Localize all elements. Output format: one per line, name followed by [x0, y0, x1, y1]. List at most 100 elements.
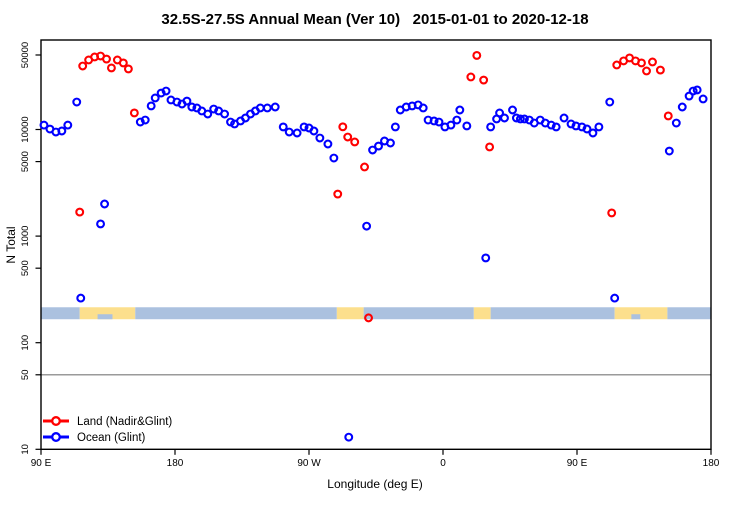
data-point-ocean [594, 122, 604, 132]
data-point-ocean [519, 114, 529, 124]
data-point-ocean [309, 126, 319, 136]
legend-marker [51, 432, 61, 442]
x-tick-label: 90 E [31, 458, 52, 469]
data-point-ocean [546, 120, 556, 130]
band-segment-ocean [135, 307, 337, 320]
data-point-ocean [605, 97, 615, 107]
data-point-land [466, 72, 476, 82]
data-point-land [118, 58, 128, 68]
x-tick-label: 90 W [297, 458, 321, 469]
y-tick-label: 500 [20, 260, 31, 276]
data-point-ocean [203, 109, 213, 119]
y-tick-label: 10 [20, 444, 31, 455]
data-point-land [479, 75, 489, 85]
data-point-ocean [610, 293, 620, 303]
data-point-ocean [284, 127, 294, 137]
data-point-land [360, 162, 369, 172]
data-point-ocean [385, 138, 395, 148]
data-point-ocean [588, 128, 598, 138]
data-point-ocean [368, 145, 378, 155]
data-point-ocean [292, 128, 302, 138]
x-tick-label: 180 [167, 458, 184, 469]
data-point-ocean [429, 116, 439, 126]
legend-item-label: Land (Nadir&Glint) [77, 416, 172, 428]
data-point-ocean [323, 139, 333, 149]
data-point-land [75, 207, 85, 217]
data-point-ocean [390, 122, 400, 132]
data-point-ocean [671, 118, 681, 128]
data-point-ocean [100, 199, 110, 209]
data-point-land [338, 122, 348, 132]
data-point-ocean [418, 103, 428, 113]
data-point-ocean [511, 113, 521, 123]
band-segment-land [614, 307, 668, 320]
data-point-ocean [262, 103, 272, 113]
data-point-ocean [664, 146, 674, 156]
data-point-ocean [255, 103, 265, 113]
data-point-ocean [187, 102, 197, 112]
y-tick-label: 100 [20, 335, 31, 351]
y-tick-label: 10000 [20, 116, 31, 142]
data-point-land [129, 108, 139, 118]
data-point-ocean [374, 141, 383, 151]
x-tick-label: 180 [703, 458, 720, 469]
data-point-land [106, 63, 116, 73]
band-notch-ocean [97, 314, 113, 320]
data-point-land [612, 60, 622, 70]
data-point-ocean [462, 121, 472, 131]
data-point-ocean [344, 432, 354, 442]
data-point-land [102, 54, 111, 64]
data-point-ocean [39, 120, 49, 130]
band-segment-ocean [363, 307, 474, 320]
data-point-land [333, 189, 343, 199]
x-axis-label: Longitude (deg E) [327, 477, 423, 491]
data-point-ocean [150, 93, 160, 103]
data-point-ocean [329, 153, 339, 163]
y-axis-label: N Total [4, 226, 18, 264]
y-tick-label: 50 [20, 370, 31, 381]
data-point-ocean [76, 293, 86, 303]
y-tick-label: 5000 [20, 151, 31, 172]
data-point-ocean [146, 101, 156, 111]
data-point-land [663, 111, 673, 121]
x-tick-label: 0 [440, 458, 446, 469]
data-point-ocean [63, 120, 73, 130]
data-point-ocean [96, 219, 106, 229]
data-point-ocean [140, 115, 150, 125]
band-segment-land [336, 307, 364, 320]
data-point-land [642, 66, 651, 76]
data-point-ocean [559, 113, 569, 123]
data-point-ocean [495, 108, 505, 118]
data-point-ocean [182, 96, 192, 106]
data-point-ocean [515, 114, 525, 124]
data-point-ocean [434, 117, 444, 127]
data-point-land [350, 137, 360, 147]
data-point-ocean [57, 126, 67, 136]
data-point-land [364, 313, 374, 323]
data-point-ocean [481, 253, 491, 263]
band-segment-ocean [667, 307, 711, 320]
y-tick-label: 50000 [20, 42, 31, 68]
data-point-ocean [508, 105, 517, 115]
band-segment-land [473, 307, 491, 320]
chart-title: 32.5S-27.5S Annual Mean (Ver 10) 2015-01… [161, 11, 589, 28]
data-point-land [648, 57, 657, 67]
y-tick-label: 1000 [20, 226, 31, 247]
data-point-ocean [551, 122, 561, 132]
data-point-ocean [452, 115, 462, 125]
x-tick-label: 90 E [567, 458, 588, 469]
data-point-ocean [677, 102, 687, 112]
data-point-ocean [582, 124, 592, 134]
data-point-land [78, 61, 88, 71]
data-point-land [472, 51, 482, 60]
data-point-ocean [209, 104, 219, 114]
data-point-ocean [486, 122, 496, 132]
data-point-ocean [698, 94, 708, 104]
data-point-land [655, 65, 665, 75]
data-point-land [123, 64, 133, 74]
data-point-ocean [72, 97, 82, 107]
data-point-land [485, 142, 495, 152]
data-point-land [343, 132, 353, 142]
